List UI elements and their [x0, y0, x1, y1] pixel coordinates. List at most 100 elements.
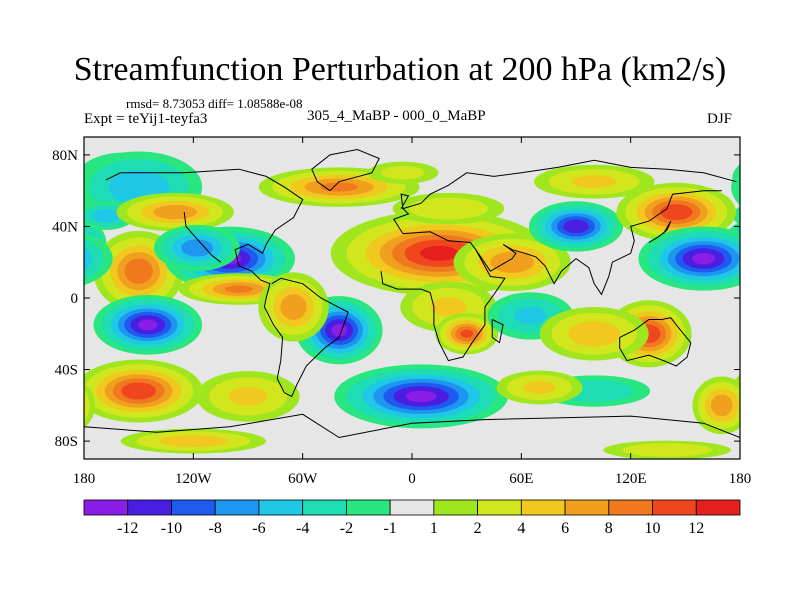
- coastline-5: [619, 317, 692, 367]
- contour-band-10-2: [381, 165, 425, 180]
- contour-band-27-1: [730, 374, 740, 408]
- colorbar-swatch: [345, 499, 391, 516]
- contour-band-12-6: [490, 251, 535, 273]
- colorbar-label: -4: [296, 520, 309, 537]
- coastline-6: [311, 148, 380, 192]
- contour-band-15-4: [571, 175, 617, 189]
- contour-band-0-1: [732, 164, 740, 193]
- colorbar-label: -2: [340, 520, 353, 537]
- contour-band-25-4: [568, 321, 621, 347]
- y-tick-label: 40N: [52, 219, 78, 235]
- contour-band-27-10: [121, 382, 157, 400]
- difference-label: 305_4_MaBP - 000_0_MaBP: [307, 108, 486, 124]
- coastline-2: [393, 159, 737, 234]
- contour-band-32-4: [158, 435, 228, 448]
- colorbar-swatch: [171, 499, 216, 516]
- season-label: DJF: [707, 111, 733, 127]
- contour-band-29-12: [405, 390, 437, 403]
- experiment-label: Expt = teYij1-teyfa3: [84, 111, 208, 127]
- colorbar-swatch: [83, 499, 129, 516]
- contour-field: [12, 137, 800, 459]
- contour-band-31-4: [49, 389, 83, 422]
- colorbar-swatch: [608, 499, 653, 516]
- y-tick-label: 0: [71, 291, 79, 307]
- axes: 180 120W 60W 0 60E 120E 180 80N 40N 0 40S 80S: [52, 137, 751, 487]
- contour-band-1-1: [731, 168, 740, 206]
- colorbar: -12 -10 -8 -6 -4 -2 -1 1 2 4 6 8 10 12: [83, 499, 741, 537]
- colorbar-swatch: [520, 499, 566, 516]
- colorbar-swatch: [652, 499, 697, 516]
- contour-band-21-4: [430, 297, 467, 317]
- contour-band-17-12: [692, 252, 716, 265]
- colorbar-label: -8: [209, 520, 222, 537]
- x-tick-label: 60W: [288, 471, 318, 487]
- coastline-8: [491, 319, 504, 344]
- colorbar-label: 4: [517, 520, 525, 537]
- x-tick-label: 180: [729, 471, 752, 487]
- contour-band-2-1: [732, 206, 740, 226]
- contour-band-8-8: [224, 285, 253, 293]
- contour-band-14-10: [563, 219, 589, 234]
- contour-band-0-2: [739, 174, 740, 183]
- coastline-1: [183, 212, 222, 263]
- y-tick-label: 40S: [55, 363, 78, 379]
- coastlines: [84, 148, 740, 439]
- contour-band-16-10: [660, 204, 693, 221]
- coastline-9: [400, 193, 410, 209]
- contour-band-19-12: [331, 324, 347, 337]
- coastline-4: [475, 190, 722, 296]
- contour-band-22-10: [460, 329, 473, 338]
- colorbar-label: 6: [561, 520, 569, 537]
- colorbar-label: 2: [474, 520, 482, 537]
- y-tick-label: 80S: [55, 434, 78, 450]
- colorbar-swatch: [127, 499, 172, 516]
- contour-band-18-12: [138, 319, 158, 331]
- rmsd-diff-label: rmsd= 8.73053 diff= 1.08588e-08: [126, 96, 303, 111]
- y-tick-label: 80N: [52, 148, 78, 164]
- contour-band-2-2: [739, 212, 740, 219]
- contour-band-13-2: [408, 197, 488, 220]
- colorbar-label: -10: [161, 520, 182, 537]
- colorbar-label: -6: [252, 520, 265, 537]
- contour-band-4-6: [153, 204, 197, 220]
- contour-band-17-2: [84, 237, 104, 280]
- chart-title: Streamfunction Perturbation at 200 hPa (…: [73, 51, 727, 88]
- coastline-10: [648, 220, 672, 243]
- contour-band-17-6: [12, 241, 84, 276]
- contour-band-30-4: [523, 381, 556, 394]
- x-tick-label: 120W: [175, 471, 213, 487]
- colorbar-swatch: [389, 499, 435, 516]
- contour-band-28-4: [228, 386, 268, 406]
- colorbar-label: 12: [688, 520, 704, 537]
- coastline-0: [105, 168, 349, 398]
- contour-band-27-2: [740, 364, 800, 417]
- colorbar-swatch: [214, 499, 260, 516]
- colorbar-swatch: [564, 499, 610, 516]
- contour-band-33-2: [621, 443, 713, 457]
- contour-band-20-6: [280, 294, 307, 320]
- contour-band-11-12: [420, 245, 459, 261]
- contour-band-31-6: [710, 394, 733, 417]
- coastline-3: [380, 231, 506, 362]
- x-tick-label: 60E: [509, 471, 533, 487]
- coastline-7: [84, 413, 740, 439]
- colorbar-swatch: [477, 499, 522, 516]
- colorbar-label: 10: [645, 520, 661, 537]
- contour-band-17-4: [84, 246, 92, 271]
- contour-band-23-4: [514, 307, 547, 325]
- x-tick-label: 180: [73, 471, 96, 487]
- x-tick-label: 120E: [615, 471, 647, 487]
- colorbar-swatch: [258, 499, 304, 516]
- colorbar-label: 8: [605, 520, 613, 537]
- colorbar-label: -1: [383, 520, 396, 537]
- contour-band-1-2: [745, 159, 800, 215]
- colorbar-swatch: [695, 499, 741, 516]
- contour-band-9-8: [320, 182, 358, 192]
- contour-band-31-2: [84, 390, 90, 421]
- colorbar-label: -12: [117, 520, 138, 537]
- contour-band-5-8: [124, 258, 153, 284]
- colorbar-swatch: [433, 499, 479, 516]
- contour-band-7-6: [180, 239, 213, 257]
- colorbar-label: 1: [430, 520, 438, 537]
